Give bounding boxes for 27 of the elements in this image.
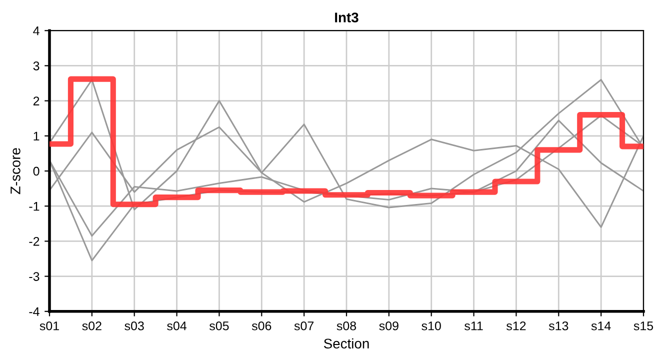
x-tick-label: s04 <box>167 321 186 330</box>
x-tick-label: s05 <box>209 321 229 330</box>
x-tick-label: s02 <box>82 321 102 330</box>
y-tick-label: 0 <box>33 166 40 176</box>
y-tick-label: 4 <box>33 26 40 36</box>
y-tick-label: -3 <box>29 272 40 281</box>
y-tick-label: -1 <box>29 202 40 211</box>
x-tick-label: s14 <box>591 322 611 330</box>
x-axis-title: Section <box>324 338 369 349</box>
y-tick-label: -4 <box>29 307 40 316</box>
y-axis-title: Z-score <box>10 148 20 194</box>
x-tick-label: s08 <box>336 321 356 330</box>
x-tick-label: s11 <box>464 322 483 330</box>
x-tick-label: s12 <box>506 321 526 330</box>
x-tick-label: s06 <box>252 321 272 330</box>
x-tick-label: s01 <box>40 321 59 330</box>
y-tick-label: -2 <box>29 237 40 246</box>
chart-title: Int3 <box>335 12 358 22</box>
x-tick-label: s13 <box>548 321 568 330</box>
y-tick-label: 3 <box>33 62 40 70</box>
y-tick-label: 2 <box>33 96 40 106</box>
x-tick-label: s15 <box>634 322 654 330</box>
x-tick-label: s07 <box>294 321 314 330</box>
x-tick-label: s10 <box>422 321 441 330</box>
x-tick-label: s09 <box>379 321 398 330</box>
x-tick-label: s03 <box>124 321 144 330</box>
y-tick-label: 1 <box>34 132 40 140</box>
